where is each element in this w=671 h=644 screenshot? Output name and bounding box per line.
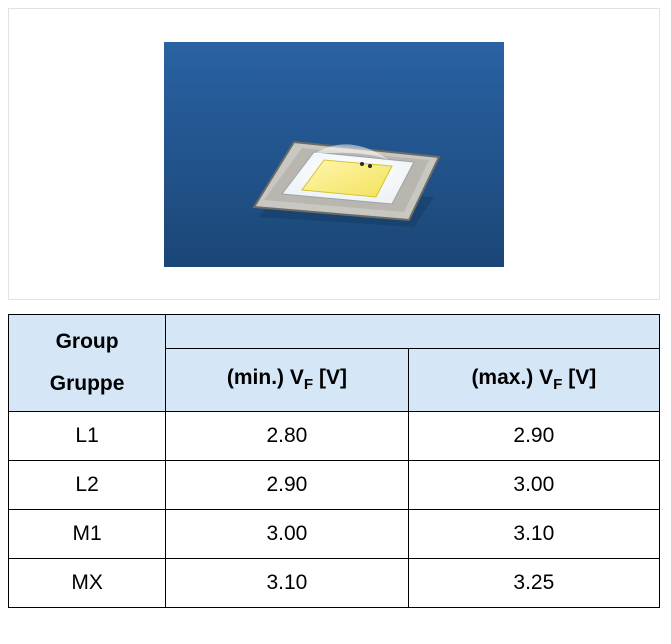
led-product-image [164,42,504,267]
cell-max: 3.00 [408,461,659,510]
cell-group: MX [9,559,166,608]
cell-group: M1 [9,510,166,559]
voltage-group-table: Group Gruppe (min.) VF [V] (max.) VF [V]… [8,314,660,608]
cell-group: L2 [9,461,166,510]
table-row: MX 3.10 3.25 [9,559,660,608]
product-image-container [8,8,660,300]
cell-min: 3.10 [166,559,408,608]
col-header-group: Group Gruppe [9,315,166,412]
table-row: M1 3.00 3.10 [9,510,660,559]
col-header-min-vf: (min.) VF [V] [166,349,408,412]
cell-max: 2.90 [408,412,659,461]
cell-min: 2.80 [166,412,408,461]
table-row: L2 2.90 3.00 [9,461,660,510]
cell-min: 3.00 [166,510,408,559]
cell-min: 2.90 [166,461,408,510]
col-header-blank [166,315,660,349]
table-row: L1 2.80 2.90 [9,412,660,461]
col-header-max-vf: (max.) VF [V] [408,349,659,412]
cell-max: 3.10 [408,510,659,559]
cell-max: 3.25 [408,559,659,608]
cell-group: L1 [9,412,166,461]
